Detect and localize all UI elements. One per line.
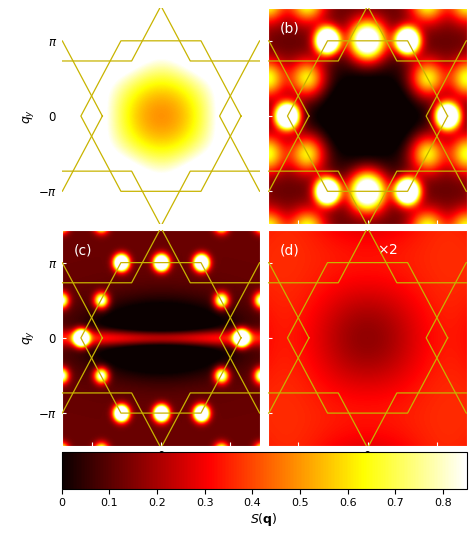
Text: (b): (b) xyxy=(280,21,300,35)
Y-axis label: $q_y$: $q_y$ xyxy=(21,108,36,124)
Text: (c): (c) xyxy=(73,243,92,257)
Text: $\times 2$: $\times 2$ xyxy=(377,243,399,257)
Text: (a): (a) xyxy=(73,21,93,35)
X-axis label: $q_x$: $q_x$ xyxy=(360,465,375,479)
Text: (d): (d) xyxy=(280,243,300,257)
X-axis label: $S(\mathbf{q})$: $S(\mathbf{q})$ xyxy=(250,511,278,528)
X-axis label: $q_x$: $q_x$ xyxy=(154,465,169,479)
Y-axis label: $q_y$: $q_y$ xyxy=(21,330,36,346)
